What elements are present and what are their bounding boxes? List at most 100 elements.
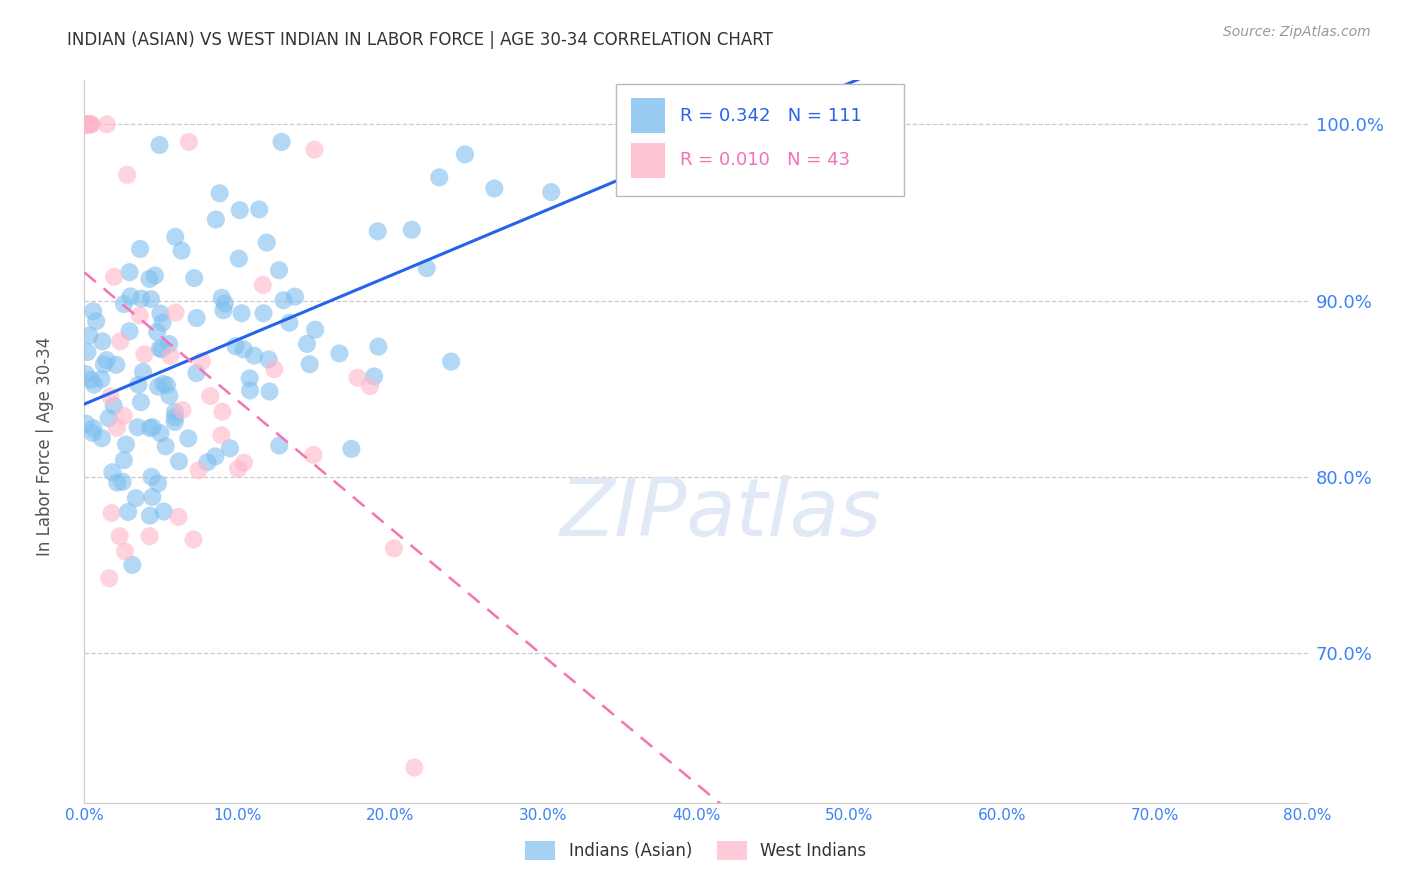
Point [205, 212, 228, 227]
Point [359, 379, 381, 393]
Point [367, 224, 389, 238]
Point [93, 358, 115, 372]
Point [127, 377, 149, 392]
Point [186, 311, 208, 326]
Point [129, 395, 152, 409]
Point [157, 337, 180, 351]
Point [367, 340, 389, 354]
Point [76, 117, 98, 131]
Point [540, 185, 562, 199]
Point [155, 439, 177, 453]
Bar [631, 98, 665, 133]
Point [103, 269, 125, 284]
Text: R = 0.342   N = 111: R = 0.342 N = 111 [681, 107, 862, 125]
Point [243, 349, 266, 363]
Point [83, 421, 105, 435]
Point [226, 461, 249, 475]
Point [96, 353, 118, 368]
Point [128, 309, 150, 323]
Text: In Labor Force | Age 30-34: In Labor Force | Age 30-34 [37, 336, 53, 556]
Point [170, 244, 193, 258]
Point [228, 252, 250, 266]
Point [152, 316, 174, 330]
Point [80, 117, 103, 131]
Point [304, 323, 326, 337]
Point [163, 410, 186, 425]
Point [239, 371, 262, 385]
Point [139, 292, 162, 306]
Point [138, 272, 160, 286]
Point [401, 223, 423, 237]
Point [211, 405, 233, 419]
Point [125, 491, 148, 505]
Point [90, 431, 112, 445]
Point [83, 377, 105, 392]
Point [115, 437, 138, 451]
Point [284, 290, 307, 304]
Point [112, 453, 135, 467]
Point [82, 304, 104, 318]
Point [298, 357, 321, 371]
Text: INDIAN (ASIAN) VS WEST INDIAN IN LABOR FORCE | AGE 30-34 CORRELATION CHART: INDIAN (ASIAN) VS WEST INDIAN IN LABOR F… [67, 31, 773, 49]
Point [328, 346, 350, 360]
Point [273, 293, 295, 308]
Point [143, 268, 166, 283]
Point [105, 475, 128, 490]
Point [91, 334, 114, 349]
Point [82, 425, 104, 440]
Point [111, 475, 134, 489]
Point [105, 358, 128, 372]
Point [363, 369, 385, 384]
Point [177, 431, 200, 445]
Point [270, 135, 292, 149]
Point [252, 277, 274, 292]
Point [112, 409, 135, 423]
FancyBboxPatch shape [616, 84, 904, 196]
Point [79, 117, 101, 131]
Point [149, 342, 172, 356]
Point [269, 439, 291, 453]
Point [172, 403, 194, 417]
Point [118, 265, 141, 279]
Point [75, 367, 97, 381]
Point [159, 349, 181, 363]
Point [259, 384, 281, 399]
Point [114, 544, 136, 558]
Point [163, 415, 186, 429]
Point [103, 399, 125, 413]
Point [256, 235, 278, 250]
Point [239, 384, 262, 398]
Point [267, 263, 290, 277]
Point [212, 303, 235, 318]
Point [90, 372, 112, 386]
Point [141, 470, 163, 484]
Point [156, 378, 179, 392]
Point [132, 365, 155, 379]
Point [214, 296, 236, 310]
Point [302, 448, 325, 462]
Point [232, 343, 254, 357]
Point [163, 405, 186, 419]
Point [197, 455, 219, 469]
Point [304, 143, 326, 157]
Point [149, 307, 172, 321]
Point [167, 510, 190, 524]
Point [76, 345, 98, 359]
Point [440, 354, 463, 368]
Point [149, 426, 172, 441]
Point [141, 490, 163, 504]
Point [84, 314, 107, 328]
Point [165, 230, 187, 244]
Text: R = 0.010   N = 43: R = 0.010 N = 43 [681, 152, 851, 169]
Point [146, 379, 169, 393]
Point [167, 454, 190, 468]
Point [177, 135, 200, 149]
Point [404, 760, 426, 774]
Point [427, 170, 450, 185]
Point [131, 292, 153, 306]
Point [134, 347, 156, 361]
Point [200, 389, 222, 403]
Point [252, 306, 274, 320]
Point [75, 117, 97, 131]
Point [142, 420, 165, 434]
